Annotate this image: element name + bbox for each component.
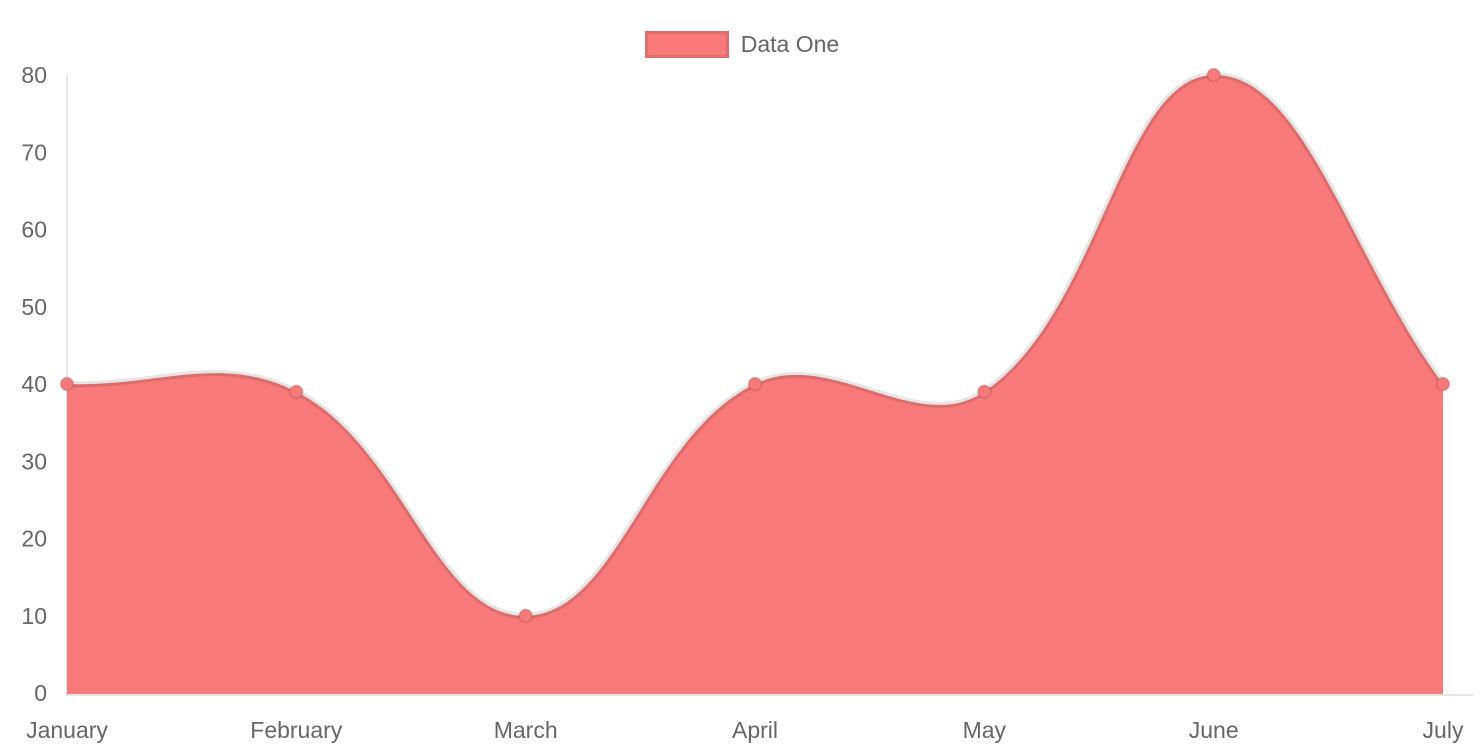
y-tick-label: 60 xyxy=(21,217,47,243)
data-point[interactable] xyxy=(518,608,534,624)
y-tick-label: 80 xyxy=(21,62,47,88)
legend-label: Data One xyxy=(740,31,840,57)
data-point[interactable] xyxy=(59,376,75,392)
data-point[interactable] xyxy=(1435,376,1451,392)
x-tick-label: June xyxy=(1189,717,1239,743)
x-tick-label: January xyxy=(26,717,108,743)
line-stroke xyxy=(66,71,1446,619)
x-tick-label: July xyxy=(1423,717,1464,743)
x-tick-label: February xyxy=(250,717,343,743)
x-tick-label: April xyxy=(732,717,778,743)
y-tick-label: 0 xyxy=(34,680,47,706)
legend-item-data-one[interactable]: Data One xyxy=(0,31,1484,58)
y-tick-label: 70 xyxy=(21,139,47,165)
data-point[interactable] xyxy=(747,376,763,392)
y-tick-label: 20 xyxy=(21,526,47,552)
x-tick-label: March xyxy=(494,717,558,743)
data-point[interactable] xyxy=(976,384,992,400)
y-tick-label: 30 xyxy=(21,448,47,474)
y-tick-label: 40 xyxy=(21,371,47,397)
y-tick-label: 10 xyxy=(21,603,47,629)
x-tick-label: May xyxy=(963,717,1007,743)
data-point[interactable] xyxy=(288,384,304,400)
legend-color-swatch xyxy=(644,31,729,58)
y-tick-label: 50 xyxy=(21,294,47,320)
data-point[interactable] xyxy=(1206,67,1222,83)
